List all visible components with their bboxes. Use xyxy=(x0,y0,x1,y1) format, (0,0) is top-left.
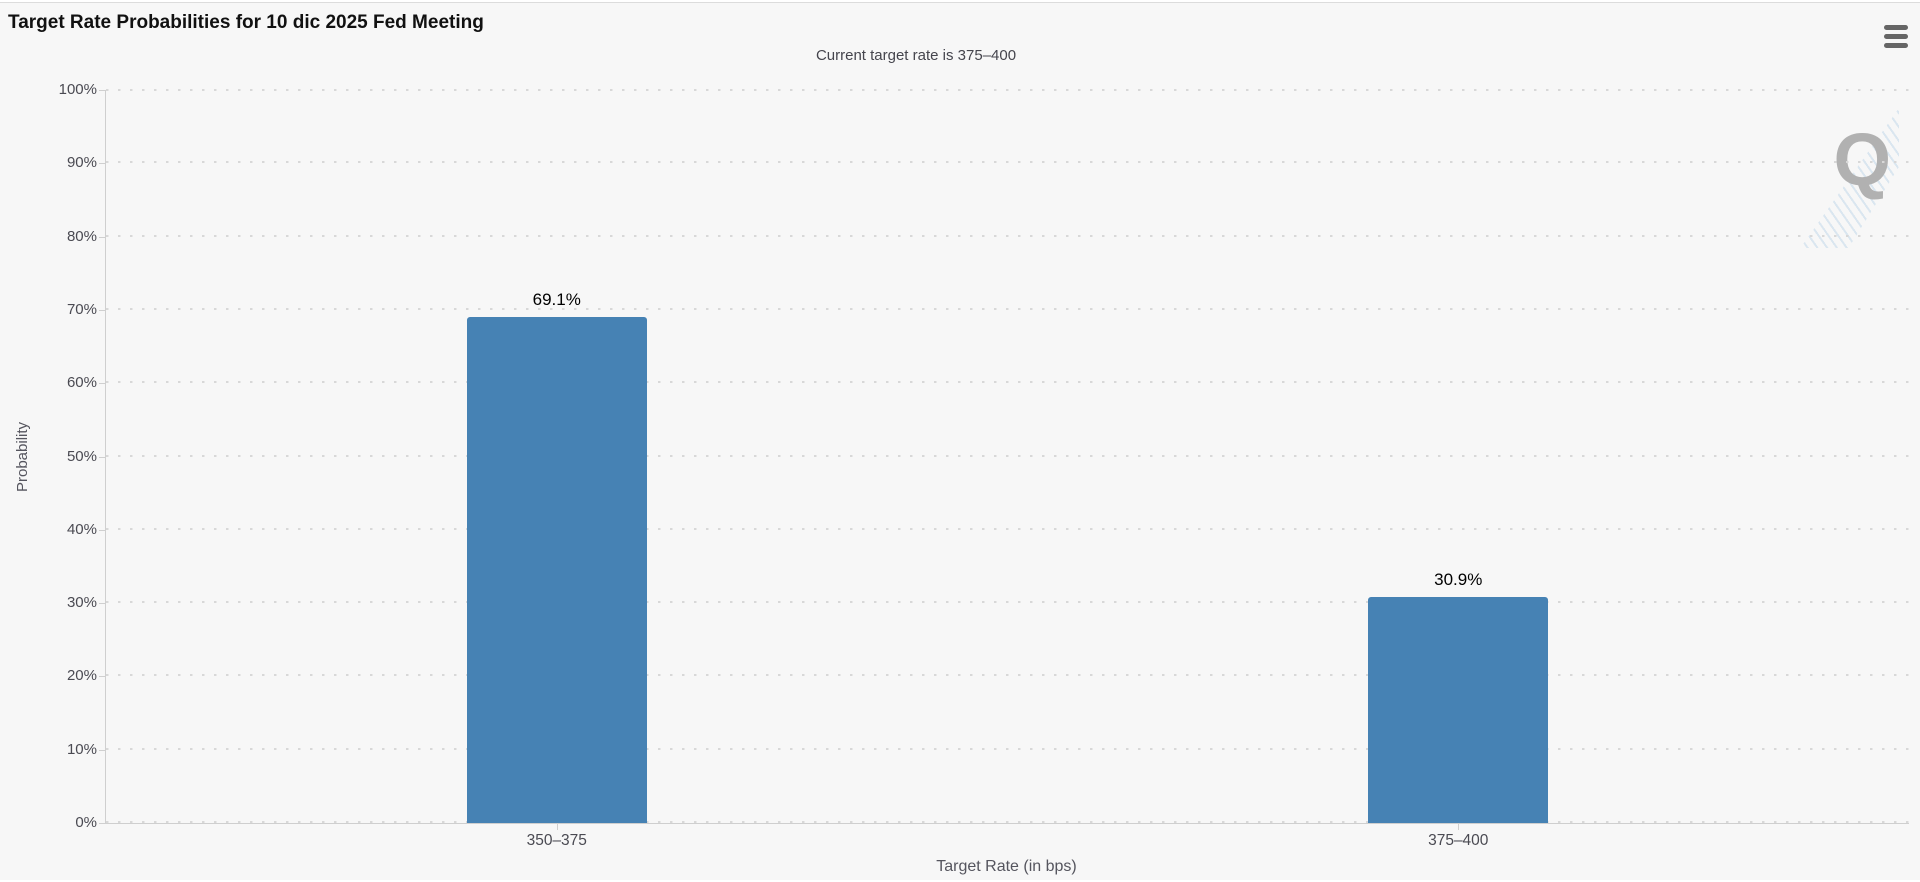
y-axis-tick xyxy=(99,163,105,165)
y-axis-tick-label: 70% xyxy=(66,300,97,318)
watermark-q-letter: Q xyxy=(1833,118,1891,201)
y-axis-tick-label: 40% xyxy=(66,520,97,538)
gridline xyxy=(106,161,1909,164)
y-axis-tick xyxy=(99,603,105,605)
chart-subtitle: Current target rate is 375–400 xyxy=(815,47,1017,64)
y-axis-tick-label: 100% xyxy=(58,81,97,98)
gridline xyxy=(106,454,1909,457)
gridline xyxy=(106,821,1909,823)
y-axis-tick xyxy=(99,529,105,531)
y-axis-tick xyxy=(99,383,105,385)
gridline xyxy=(106,381,1909,384)
y-axis-tick-label: 20% xyxy=(66,667,97,685)
y-axis-tick-label: 30% xyxy=(66,594,97,612)
y-axis-tick-label: 10% xyxy=(66,740,97,758)
x-axis-tick xyxy=(1458,823,1460,830)
watermark-stripes-decoration xyxy=(1800,108,1899,248)
bar-data-label-375-400: 30.9% xyxy=(1434,569,1483,589)
y-axis-tick xyxy=(99,456,105,458)
y-axis-tick xyxy=(99,309,105,311)
gridline xyxy=(106,89,1909,91)
plot-area: Q 0% 10% 20% 30% 40% 50% 60% 70% 80% 90% 100% 69.1%… xyxy=(59,81,1909,849)
hamburger-icon xyxy=(1882,24,1910,48)
y-axis-tick xyxy=(99,676,105,678)
y-axis-tick-label: 0% xyxy=(75,814,97,831)
x-axis-category-label-350-375: 350–375 xyxy=(526,832,587,849)
y-axis-tick xyxy=(99,236,105,238)
y-axis-tick-label: 90% xyxy=(66,154,97,172)
bar-375-400[interactable] xyxy=(1368,596,1549,823)
x-axis-title: Target Rate (in bps) xyxy=(936,858,1077,875)
gridline xyxy=(106,307,1909,310)
y-axis-tick xyxy=(99,90,105,91)
gridline xyxy=(106,527,1909,530)
x-axis-tick xyxy=(556,823,558,830)
y-axis-tick-label: 50% xyxy=(66,447,97,465)
chart-title: Target Rate Probabilities for 10 dic 202… xyxy=(8,12,484,33)
gridline xyxy=(106,674,1909,677)
y-axis-tick-label: 60% xyxy=(66,374,97,392)
y-axis-tick xyxy=(99,749,105,751)
gridline xyxy=(106,747,1909,750)
gridline xyxy=(106,234,1909,237)
bar-data-label-350-375: 69.1% xyxy=(532,289,581,309)
y-axis-tick-label: 80% xyxy=(66,227,97,245)
quikstrike-watermark: Q xyxy=(1787,108,1903,248)
y-axis-tick xyxy=(99,823,105,824)
gridline xyxy=(106,601,1909,604)
chart-context-menu-button[interactable] xyxy=(1880,20,1912,52)
x-axis-category-label-375-400: 375–400 xyxy=(1428,832,1489,849)
bar-350-375[interactable] xyxy=(466,316,647,823)
